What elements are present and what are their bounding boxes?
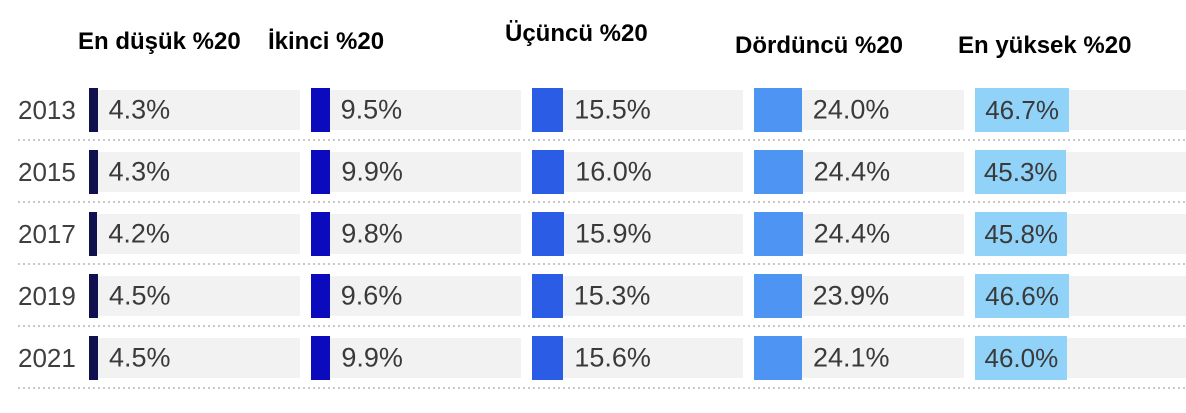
value-label: 9.8% — [341, 218, 403, 249]
quintile-bar — [532, 150, 565, 194]
column-header-3: Üçüncü %20 — [505, 20, 648, 47]
quintile-bar: 46.6% — [975, 274, 1069, 318]
bar-track: 4.3% — [89, 88, 300, 132]
quintile-bar — [310, 88, 330, 132]
quintile-bar — [753, 88, 802, 132]
bar-track: 4.3% — [89, 150, 300, 194]
quintile-bar — [310, 150, 331, 194]
bar-track: 4.5% — [89, 274, 300, 318]
quintile-bar — [89, 88, 98, 132]
value-label: 4.2% — [108, 218, 170, 249]
row-separator — [18, 387, 1186, 389]
quintile-bar: 46.0% — [975, 336, 1068, 380]
value-label: 4.5% — [109, 342, 171, 373]
bar-track: 15.6% — [532, 336, 743, 380]
bar-track: 9.5% — [310, 88, 522, 132]
value-label: 15.9% — [574, 218, 652, 249]
value-label: 24.4% — [813, 156, 891, 187]
bar-track: 4.2% — [89, 212, 300, 256]
value-label: 45.3% — [983, 156, 1058, 187]
quintile-bar — [532, 212, 564, 256]
quintile-bar — [753, 274, 802, 318]
year-row: 2019 4.5% 9.6% 15.3% 23.9% 46.6% — [18, 274, 1186, 318]
year-row: 2017 4.2% 9.8% 15.9% 24.4% 45.8% — [18, 212, 1186, 256]
bar-track: 24.4% — [753, 150, 965, 194]
year-label: 2019 — [18, 281, 76, 311]
bar-track: 23.9% — [753, 274, 965, 318]
bar-track: 46.0% — [975, 336, 1186, 380]
value-label: 4.5% — [109, 280, 171, 311]
bar-track: 45.8% — [975, 212, 1186, 256]
row-separator — [18, 139, 1186, 141]
column-header-2: İkinci %20 — [268, 28, 385, 55]
bar-track: 46.6% — [975, 274, 1186, 318]
value-label: 9.5% — [340, 94, 403, 125]
quintile-bar — [753, 212, 803, 256]
value-label: 9.9% — [341, 156, 403, 187]
bar-track: 24.1% — [753, 336, 965, 380]
value-label: 24.4% — [813, 218, 891, 249]
row-separator — [18, 325, 1186, 327]
row-separator — [18, 201, 1186, 203]
quintile-bar: 45.3% — [975, 150, 1066, 194]
column-header-1: En düşük %20 — [78, 28, 241, 55]
quintile-bar: 46.7% — [975, 88, 1069, 132]
quintile-bar — [310, 212, 331, 256]
bar-track: 15.9% — [532, 212, 743, 256]
value-label: 15.5% — [574, 94, 651, 125]
value-label: 45.8% — [984, 218, 1059, 249]
quintile-bar — [532, 336, 564, 380]
bar-track: 9.6% — [310, 274, 522, 318]
value-label: 46.7% — [985, 94, 1059, 125]
quintile-bar — [89, 336, 98, 380]
column-header-4: Dördüncü %20 — [735, 32, 904, 59]
year-label: 2015 — [18, 157, 76, 187]
value-label: 16.0% — [575, 156, 652, 187]
quintile-bar — [89, 212, 98, 256]
year-label: 2013 — [18, 95, 76, 125]
row-separator — [18, 263, 1186, 265]
quintile-bar — [753, 336, 802, 380]
value-label: 15.3% — [573, 280, 651, 311]
bar-track: 15.3% — [532, 274, 743, 318]
chart-rows: 2013 4.3% 9.5% 15.5% 24.0% 46.7% 2015 4.3% 9.9% 1… — [18, 88, 1186, 389]
bar-track: 9.9% — [310, 150, 522, 194]
quintile-bar — [310, 336, 331, 380]
value-label: 24.0% — [812, 94, 890, 125]
quintile-bar — [753, 150, 803, 194]
year-row: 2021 4.5% 9.9% 15.6% 24.1% 46.0% — [18, 336, 1186, 380]
value-label: 24.1% — [812, 342, 890, 373]
value-label: 46.0% — [984, 342, 1059, 373]
quintile-bar — [89, 274, 98, 318]
quintile-headers: En düşük %20 İkinci %20 Üçüncü %20 Dördüncü… — [18, 0, 1186, 90]
bar-track: 4.5% — [89, 336, 300, 380]
year-label: 2017 — [18, 219, 76, 249]
quintile-bar — [532, 274, 563, 318]
bar-track: 16.0% — [532, 150, 743, 194]
value-label: 9.6% — [340, 280, 403, 311]
column-header-5: En yüksek %20 — [958, 32, 1132, 59]
bar-track: 24.4% — [753, 212, 965, 256]
quintile-bar — [310, 274, 330, 318]
quintile-bar — [532, 88, 564, 132]
quintile-bar: 45.8% — [975, 212, 1067, 256]
quintile-bar — [89, 150, 98, 194]
bar-track: 9.9% — [310, 336, 522, 380]
value-label: 9.9% — [341, 342, 403, 373]
value-label: 15.6% — [574, 342, 651, 373]
bar-track: 45.3% — [975, 150, 1186, 194]
bar-track: 24.0% — [753, 88, 965, 132]
value-label: 23.9% — [812, 280, 890, 311]
value-label: 46.6% — [985, 280, 1059, 311]
value-label: 4.3% — [108, 156, 171, 187]
year-label: 2021 — [18, 343, 76, 373]
bar-track: 46.7% — [975, 88, 1186, 132]
year-row: 2013 4.3% 9.5% 15.5% 24.0% 46.7% — [18, 88, 1186, 132]
bar-track: 15.5% — [532, 88, 743, 132]
value-label: 4.3% — [108, 94, 171, 125]
year-row: 2015 4.3% 9.9% 16.0% 24.4% 45.3% — [18, 150, 1186, 194]
bar-track: 9.8% — [310, 212, 522, 256]
